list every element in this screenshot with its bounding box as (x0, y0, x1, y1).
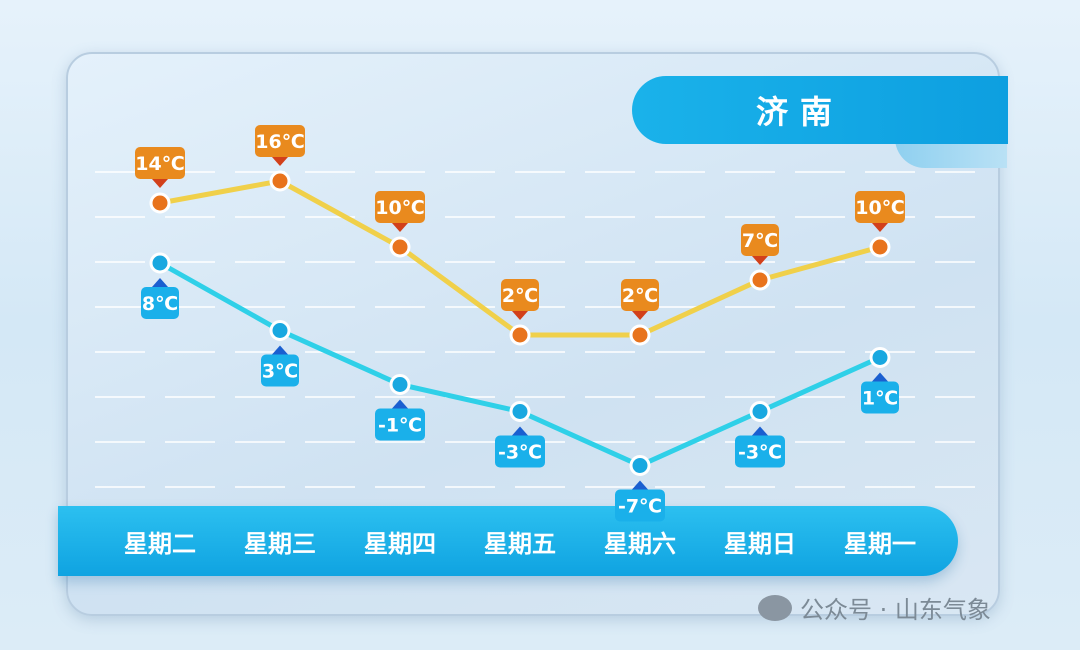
temp-value: 2℃ (622, 285, 658, 307)
watermark: 公众号 · 山东气象 (758, 590, 991, 625)
temp-value: -7℃ (618, 496, 662, 518)
data-point (269, 320, 291, 341)
day-label: 星期五 (484, 530, 556, 558)
low-temp-label: -1℃ (375, 399, 425, 441)
high-temp-label: 2℃ (501, 279, 539, 320)
temp-value: -3℃ (498, 442, 542, 464)
day-label: 星期日 (724, 530, 796, 558)
temp-value: 16℃ (255, 131, 304, 153)
data-point (269, 170, 291, 192)
wechat-icon (758, 594, 792, 621)
temp-value: 10℃ (375, 197, 424, 219)
high-temp-label: 10℃ (375, 191, 425, 232)
data-point (869, 236, 891, 258)
day-label: 星期三 (244, 530, 316, 558)
data-point (149, 192, 171, 214)
data-point (869, 347, 891, 368)
temp-value: -3℃ (738, 442, 782, 464)
low-temp-label: 8℃ (141, 278, 179, 319)
temp-value: -1℃ (378, 415, 422, 437)
temp-value: 3℃ (262, 361, 298, 383)
low-temp-label: -7℃ (615, 480, 665, 522)
temp-value: 10℃ (855, 197, 904, 219)
data-point (629, 324, 651, 346)
high-temp-label: 14℃ (135, 147, 185, 188)
data-point (389, 236, 411, 258)
low-temp-label: 3℃ (261, 345, 299, 387)
temp-value: 14℃ (135, 153, 184, 175)
data-point (629, 455, 651, 476)
temp-value: 8℃ (142, 293, 178, 315)
day-label: 星期二 (124, 530, 196, 558)
data-point (389, 374, 411, 395)
high-temp-label: 10℃ (855, 191, 905, 232)
low-temp-label: -3℃ (495, 426, 545, 468)
data-point (749, 269, 771, 291)
data-point (149, 252, 171, 274)
day-label: 星期四 (364, 530, 436, 558)
high-temp-label: 2℃ (621, 279, 659, 320)
temp-value: 1℃ (862, 388, 898, 410)
low-temp-label: -3℃ (735, 426, 785, 468)
city-title: 济南 (632, 76, 1008, 144)
temp-value: 2℃ (502, 285, 538, 307)
high-temp-label: 7℃ (741, 224, 779, 265)
data-point (509, 401, 531, 422)
day-label: 星期六 (604, 530, 676, 558)
low-temp-label: 1℃ (861, 372, 899, 414)
data-point (749, 401, 771, 422)
day-bar (58, 506, 958, 576)
data-point (509, 324, 531, 346)
temp-value: 7℃ (742, 230, 778, 252)
high-temp-label: 16℃ (255, 125, 305, 166)
day-label: 星期一 (844, 530, 916, 558)
